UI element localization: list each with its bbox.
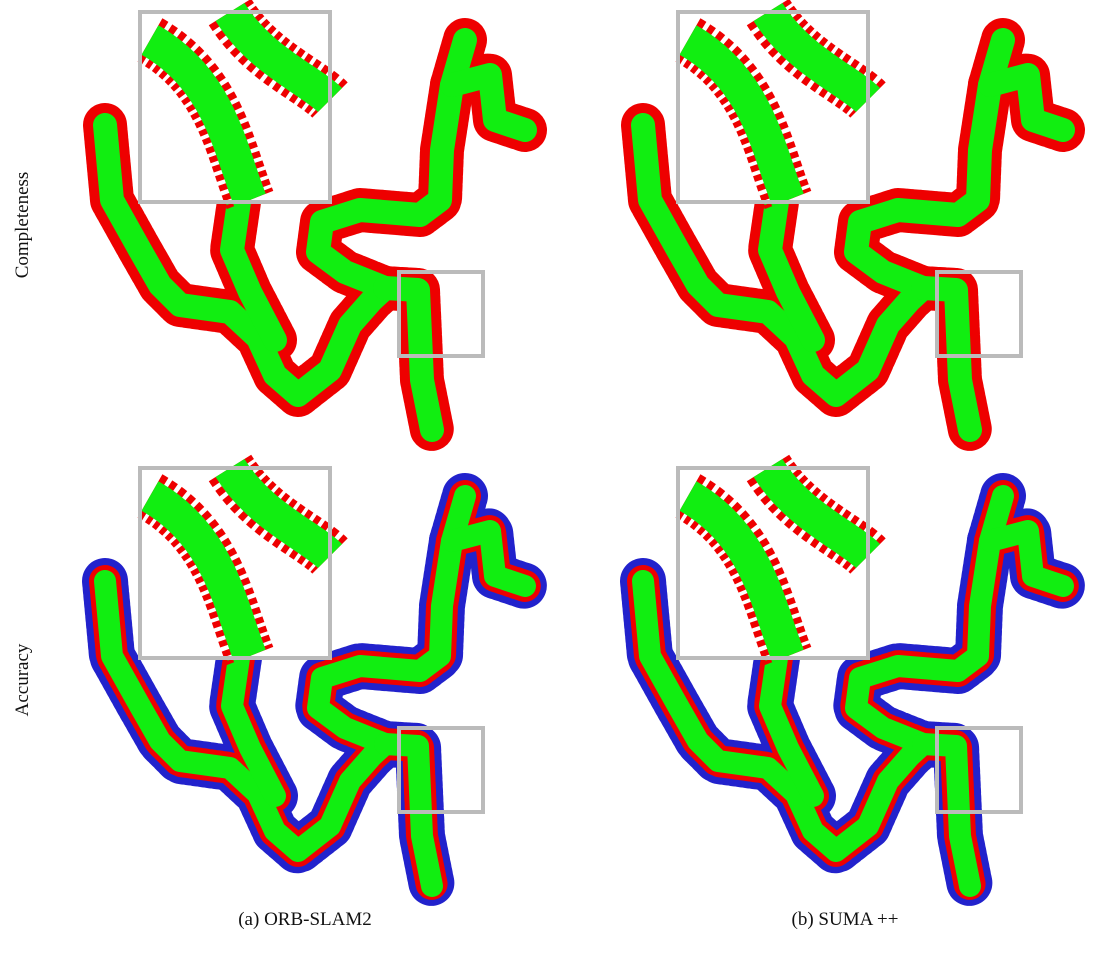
figure: Completeness Accuracy (a) ORB-SLAM2 (b) …	[0, 0, 1093, 953]
map-panel	[105, 468, 525, 886]
map-panel	[105, 12, 525, 430]
row-label: Completeness	[12, 172, 33, 279]
caption: (b) SUMA ++	[792, 909, 899, 930]
map-panel	[643, 12, 1063, 430]
page: Completeness Accuracy (a) ORB-SLAM2 (b) …	[0, 0, 1093, 953]
row-label: Accuracy	[12, 643, 33, 716]
caption: (a) ORB-SLAM2	[238, 909, 372, 930]
map-panel	[643, 468, 1063, 886]
